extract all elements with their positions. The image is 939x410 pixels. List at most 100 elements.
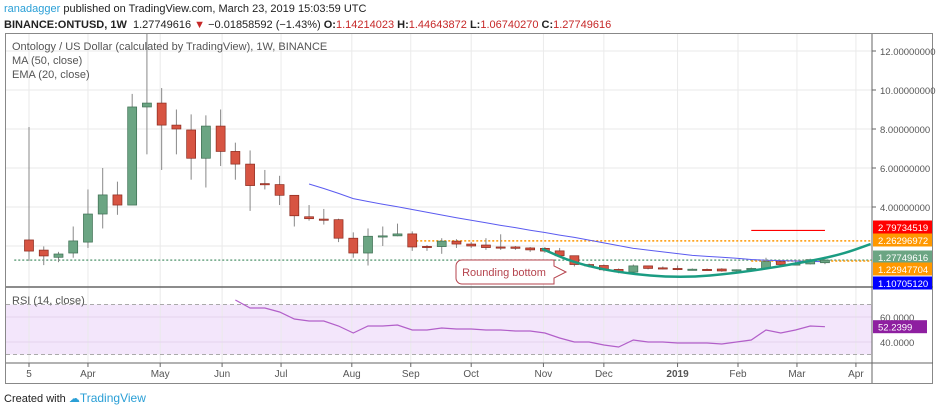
open-value: 1.14214023: [335, 19, 395, 31]
candle-down: [112, 194, 123, 206]
low-value: 1.06740270: [480, 19, 539, 31]
close-value: 1.27749616: [553, 19, 612, 31]
y-tick-label: 4.00000000: [880, 203, 930, 214]
x-tick-label: 2019: [666, 369, 689, 380]
x-tick-label: Oct: [463, 369, 479, 380]
x-tick-label: Sep: [402, 369, 420, 380]
price-badge: [873, 276, 932, 290]
candle-down: [481, 244, 491, 248]
x-tick-label: Aug: [343, 369, 361, 380]
price-badge: [873, 233, 932, 247]
candle-down: [171, 124, 182, 130]
candle-up: [201, 125, 211, 159]
candle-down: [289, 194, 300, 217]
candle-down: [245, 163, 255, 186]
candle-up: [687, 268, 698, 271]
x-tick-label: 5: [26, 369, 32, 380]
candle-down: [466, 243, 477, 247]
rsi-tick-label: 40.0000: [880, 338, 914, 349]
x-tick-label: Dec: [595, 369, 613, 380]
created-with-text: Created with: [4, 393, 66, 405]
candle-up: [392, 233, 403, 237]
tradingview-brand[interactable]: TradingView: [79, 391, 146, 405]
candle-up: [97, 194, 108, 215]
down-arrow-icon: ▼: [194, 19, 206, 31]
candle-down: [333, 219, 344, 239]
candle-up: [628, 265, 639, 273]
price-badge: [873, 250, 932, 264]
candle-up: [377, 235, 388, 238]
rsi-line: [235, 299, 825, 348]
candle-down: [422, 246, 432, 248]
tradingview-logo-icon: ☁: [68, 393, 80, 405]
high-label: H:: [397, 19, 409, 31]
chart-frame: [5, 33, 933, 384]
rsi-badge-text: 52.2399: [878, 323, 912, 334]
candle-down: [510, 246, 521, 249]
rsi-tick-label: 60.0000: [880, 313, 914, 324]
x-tick-label: Apr: [80, 369, 96, 380]
y-tick-label: 6.00000000: [880, 164, 930, 175]
candle-up: [363, 235, 373, 254]
y-tick-label: 8.00000000: [880, 125, 930, 136]
ma50-line: [308, 183, 825, 263]
candle-down: [702, 269, 712, 271]
x-tick-label: Apr: [848, 369, 864, 380]
candle-down: [230, 151, 241, 165]
candle-down: [643, 265, 653, 269]
candle-up: [68, 240, 79, 254]
x-tick-label: Jun: [214, 369, 230, 380]
candle-down: [348, 237, 359, 254]
candle-up: [436, 240, 447, 247]
price-change: −0.01858592 (−1.43%): [208, 19, 321, 31]
price-badge-text: 2.79734519: [878, 223, 928, 234]
candle-down: [407, 233, 418, 248]
footer: Created with ☁TradingView: [4, 391, 146, 405]
x-tick-label: Nov: [535, 369, 553, 380]
candle-down: [318, 218, 329, 221]
annotation-text: Rounding bottom: [462, 267, 546, 279]
candle-down: [716, 268, 727, 272]
author-link[interactable]: ranadagger: [4, 3, 61, 15]
candle-up: [142, 102, 152, 108]
close-label: C:: [541, 19, 554, 31]
published-text: published on TradingView.com, March 23, …: [63, 3, 367, 15]
candle-down: [775, 261, 786, 265]
low-label: L:: [469, 19, 481, 31]
candle-down: [215, 125, 226, 152]
symbol: BINANCE:ONTUSD, 1W: [4, 19, 127, 31]
price-badge-text: 1.27749616: [878, 253, 928, 264]
annotation-callout: [455, 259, 568, 285]
candle-down: [24, 239, 34, 252]
indicator-legend: EMA (20, close): [12, 69, 90, 81]
last-price: 1.27749616: [132, 19, 192, 31]
candle-down: [186, 129, 196, 159]
rsi-legend: RSI (14, close): [12, 295, 85, 307]
candle-down: [259, 183, 270, 186]
candle-down: [657, 267, 668, 270]
chart-title: Ontology / US Dollar (calculated by Trad…: [12, 41, 327, 53]
y-tick-label: 12.00000000: [880, 47, 935, 58]
candle-up: [83, 213, 93, 243]
price-badge: [873, 262, 932, 276]
x-tick-label: May: [151, 369, 170, 380]
candle-down: [525, 247, 536, 251]
candle-up: [731, 269, 742, 272]
candle-down: [274, 184, 285, 196]
open-label: O:: [323, 19, 336, 31]
price-badge-text: 1.10705120: [878, 279, 928, 290]
high-value: 1.44643872: [408, 19, 467, 31]
quote-line: BINANCE:ONTUSD, 1W 1.27749616 ▼ −0.01858…: [4, 19, 611, 31]
candle-up: [127, 106, 138, 206]
candle-down: [495, 246, 506, 249]
rsi-band: [6, 304, 872, 355]
price-badge: [873, 220, 932, 234]
indicator-legend: MA (50, close): [12, 55, 82, 67]
candle-down: [38, 249, 49, 257]
candle-down: [156, 102, 167, 126]
price-badge-text: 2.26296972: [878, 236, 928, 247]
rsi-badge: [873, 320, 927, 334]
candle-down: [451, 240, 462, 245]
x-tick-label: Jul: [275, 369, 288, 380]
